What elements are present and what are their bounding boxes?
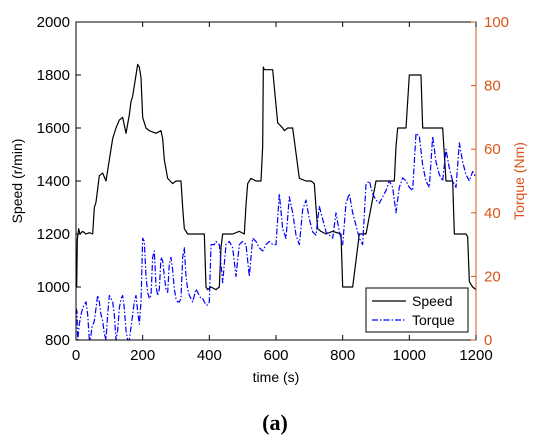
y-right-tick-label: 20: [484, 268, 501, 285]
y-right-tick-label: 80: [484, 78, 501, 95]
x-axis-label: time (s): [253, 369, 300, 385]
series-line-speed: [76, 63, 477, 291]
series-layer: [75, 63, 477, 341]
x-tick-label: 1000: [393, 347, 426, 364]
y-left-tick-label: 1200: [37, 226, 70, 243]
x-tick-label: 800: [330, 347, 355, 364]
y-right-tick-label: 0: [484, 332, 492, 349]
x-tick-label: 0: [72, 347, 80, 364]
left-y-axis: 800 1000 1200 1400 1600 1800 2000: [37, 14, 81, 349]
legend-torque-label: Torque: [412, 312, 455, 328]
x-tick-label: 1200: [459, 347, 492, 364]
y-left-tick-label: 800: [45, 332, 70, 349]
series-line-torque: [75, 132, 477, 341]
left-y-axis-label: Speed (r/min): [9, 139, 25, 224]
y-left-tick-label: 1800: [37, 67, 70, 84]
x-tick-label: 200: [130, 347, 155, 364]
y-right-tick-label: 100: [484, 14, 509, 31]
y-right-tick-label: 40: [484, 205, 501, 222]
legend: Speed Torque: [365, 287, 469, 333]
y-left-tick-label: 2000: [37, 14, 70, 31]
x-tick-label: 400: [197, 347, 222, 364]
right-y-axis-label: Torque (Nm): [511, 142, 527, 220]
y-right-tick-label: 60: [484, 141, 501, 158]
y-left-tick-label: 1600: [37, 120, 70, 137]
right-y-axis: 0 20 40 60 80 100: [471, 14, 509, 349]
y-left-tick-label: 1000: [37, 279, 70, 296]
x-tick-label: 600: [263, 347, 288, 364]
legend-speed-label: Speed: [412, 293, 452, 309]
y-left-tick-label: 1400: [37, 173, 70, 190]
x-axis: 0 200 400 600 800 1000 1200: [72, 22, 493, 364]
figure-caption: (a): [262, 410, 288, 435]
legend-box: [365, 287, 469, 333]
